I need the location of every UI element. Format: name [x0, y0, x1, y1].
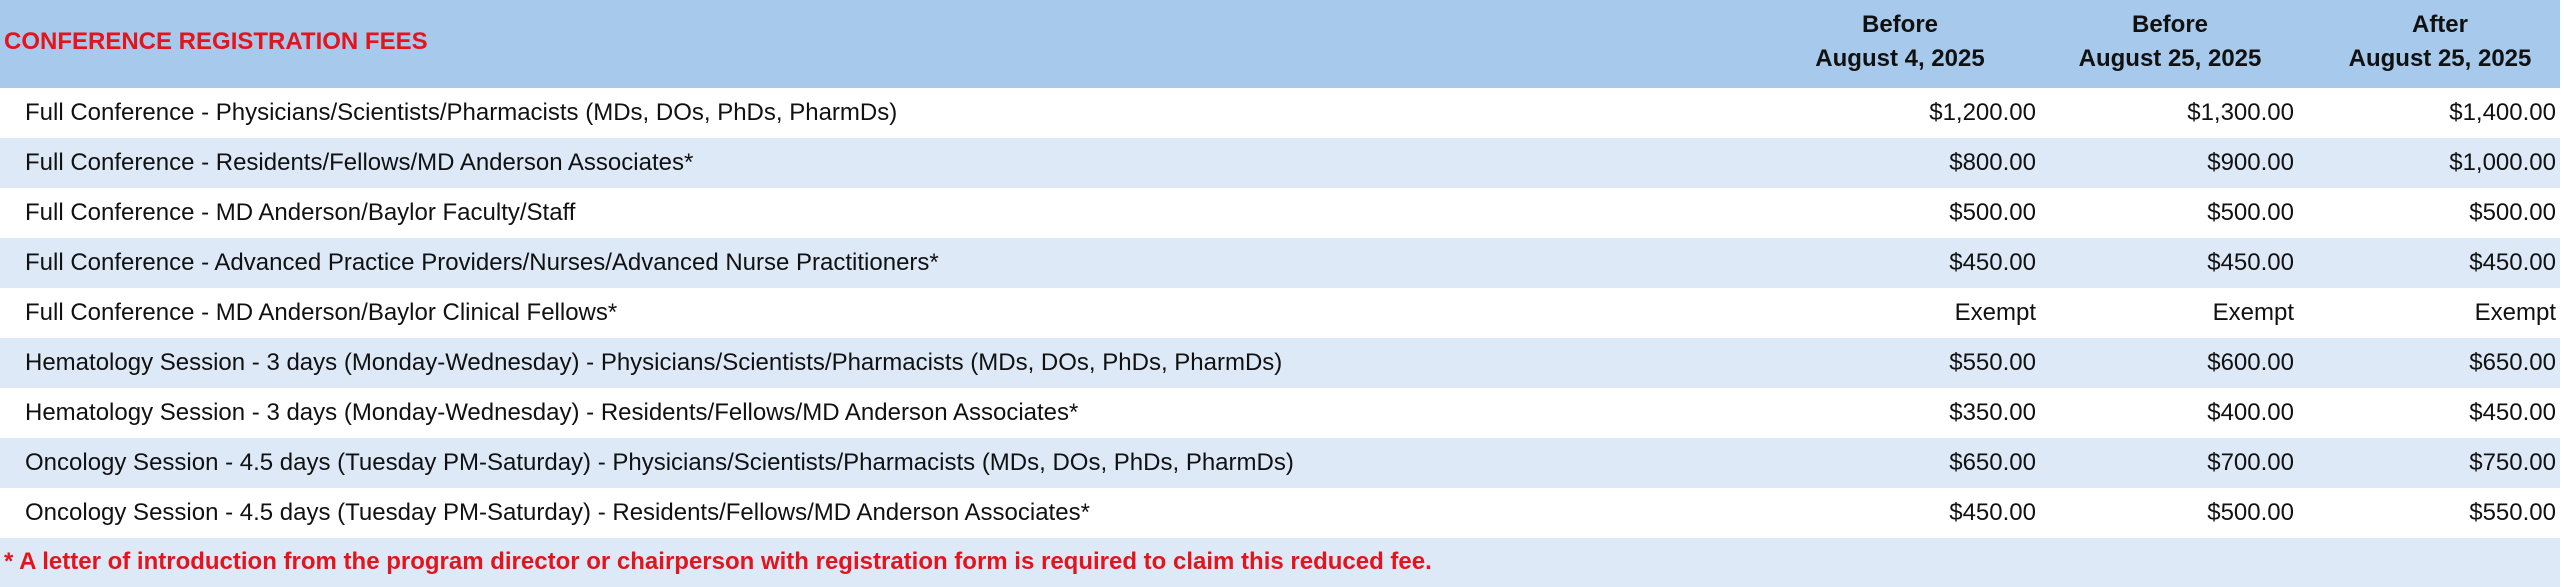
table-row: Full Conference - Advanced Practice Prov… [0, 238, 2560, 288]
column-header-line: August 25, 2025 [2348, 45, 2532, 72]
row-label: Full Conference - Physicians/Scientists/… [25, 99, 898, 126]
fee-cell: $450.00 [1949, 249, 2036, 276]
table-row: Full Conference - Physicians/Scientists/… [0, 88, 2560, 138]
table-row: Full Conference - MD Anderson/Baylor Cli… [0, 288, 2560, 338]
column-header: Before August 25, 2025 [2040, 8, 2300, 76]
fee-cell: Exempt [2474, 299, 2556, 326]
column-header: After August 25, 2025 [2310, 8, 2564, 76]
fee-cell: $500.00 [2207, 499, 2294, 526]
fee-cell: $550.00 [1949, 349, 2036, 376]
fee-cell: $650.00 [2469, 349, 2556, 376]
fee-cell: $1,300.00 [2187, 99, 2294, 126]
fee-cell: $800.00 [1949, 149, 2036, 176]
table-row: Hematology Session - 3 days (Monday-Wedn… [0, 388, 2560, 438]
row-label: Full Conference - Residents/Fellows/MD A… [25, 149, 694, 176]
footnote: * A letter of introduction from the prog… [4, 548, 1432, 575]
fee-cell: $1,200.00 [1929, 99, 2036, 126]
row-label: Hematology Session - 3 days (Monday-Wedn… [25, 399, 1079, 426]
fee-cell: $750.00 [2469, 449, 2556, 476]
fee-cell: $500.00 [2207, 199, 2294, 226]
table-row: Hematology Session - 3 days (Monday-Wedn… [0, 338, 2560, 388]
table-row: Oncology Session - 4.5 days (Tuesday PM-… [0, 488, 2560, 538]
row-label: Oncology Session - 4.5 days (Tuesday PM-… [25, 449, 1294, 476]
fee-cell: Exempt [2212, 299, 2294, 326]
row-label: Full Conference - MD Anderson/Baylor Fac… [25, 199, 576, 226]
table-row: Oncology Session - 4.5 days (Tuesday PM-… [0, 438, 2560, 488]
fee-cell: $450.00 [2469, 249, 2556, 276]
row-label: Oncology Session - 4.5 days (Tuesday PM-… [25, 499, 1090, 526]
fee-cell: $350.00 [1949, 399, 2036, 426]
fee-cell: $700.00 [2207, 449, 2294, 476]
row-label: Full Conference - Advanced Practice Prov… [25, 249, 939, 276]
column-header: Before August 4, 2025 [1770, 8, 2030, 76]
fee-cell: $550.00 [2469, 499, 2556, 526]
column-header-line: Before [1861, 11, 1939, 38]
fee-cell: $1,400.00 [2449, 99, 2556, 126]
table-row: Full Conference - Residents/Fellows/MD A… [0, 138, 2560, 188]
column-header-line: After [2411, 11, 2468, 38]
fee-cell: $450.00 [2207, 249, 2294, 276]
table-row: Full Conference - MD Anderson/Baylor Fac… [0, 188, 2560, 238]
footnote-row: * A letter of introduction from the prog… [0, 538, 2560, 587]
fee-cell: $1,000.00 [2449, 149, 2556, 176]
column-header-line: August 25, 2025 [2078, 45, 2262, 72]
row-label: Hematology Session - 3 days (Monday-Wedn… [25, 349, 1283, 376]
header: CONFERENCE REGISTRATION FEES Before Augus… [0, 0, 2560, 88]
fee-cell: $500.00 [2469, 199, 2556, 226]
fee-cell: $650.00 [1949, 449, 2036, 476]
fee-cell: $450.00 [1949, 499, 2036, 526]
row-label: Full Conference - MD Anderson/Baylor Cli… [25, 299, 618, 326]
fee-cell: $900.00 [2207, 149, 2294, 176]
fee-cell: Exempt [1954, 299, 2036, 326]
column-header-line: August 4, 2025 [1815, 45, 1985, 72]
title: CONFERENCE REGISTRATION FEES [4, 28, 428, 55]
column-header-line: Before [2131, 11, 2209, 38]
fee-cell: $500.00 [1949, 199, 2036, 226]
fee-cell: $600.00 [2207, 349, 2294, 376]
fee-cell: $400.00 [2207, 399, 2294, 426]
fee-cell: $450.00 [2469, 399, 2556, 426]
